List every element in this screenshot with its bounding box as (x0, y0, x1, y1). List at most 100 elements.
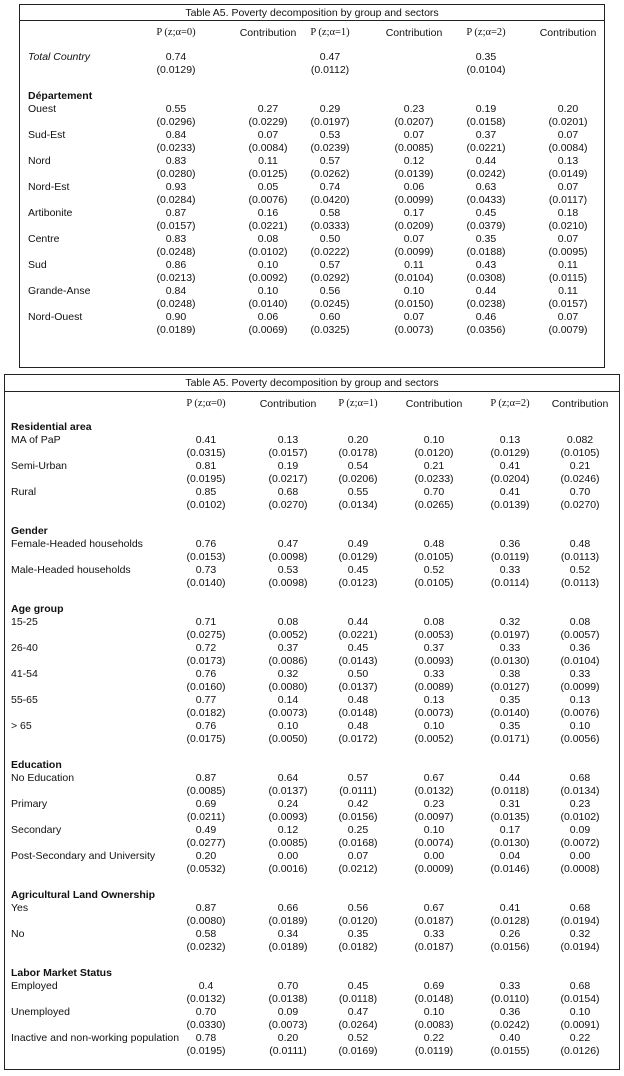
cell-std-error: (0.0069) (248, 324, 288, 336)
cell-value: 0.84 (165, 285, 187, 297)
cell-std-error: (0.0113) (560, 577, 600, 589)
cell-value: 0.42 (347, 798, 369, 810)
cell-value: 0.07 (403, 233, 425, 245)
cell-std-error: (0.0420) (310, 194, 350, 206)
cell-std-error: (0.0130) (490, 837, 530, 849)
cell-std-error: (0.0099) (560, 681, 600, 693)
table-title: Table A5. Poverty decomposition by group… (185, 377, 439, 389)
cell-value: 0.25 (347, 824, 369, 836)
cell-value: 0.68 (569, 772, 591, 784)
cell-value: 0.07 (403, 129, 425, 141)
cell-std-error: (0.0158) (466, 116, 506, 128)
cell-value: 0.05 (257, 181, 279, 193)
cell-std-error: (0.0098) (268, 577, 308, 589)
cell-value: 0.57 (347, 772, 369, 784)
cell-std-error: (0.0102) (186, 499, 226, 511)
cell-value: 0.20 (347, 434, 369, 446)
column-header: P (z;α=0) (156, 27, 196, 38)
cell-value: 0.35 (475, 51, 497, 63)
cell-std-error: (0.0097) (414, 811, 454, 823)
cell-value: 0.35 (475, 233, 497, 245)
cell-value: 0.10 (257, 259, 279, 271)
cell-value: 0.73 (195, 564, 217, 576)
row-label: Inactive and non-working population (11, 1032, 180, 1044)
cell-std-error: (0.0083) (414, 1019, 454, 1031)
column-header: P (z;α=2) (466, 27, 506, 38)
cell-std-error: (0.0073) (394, 324, 434, 336)
cell-value: 0.17 (499, 824, 521, 836)
cell-std-error: (0.0211) (186, 811, 226, 823)
row-label: Nord-Est (28, 181, 70, 193)
cell-value: 0.13 (499, 434, 521, 446)
cell-value: 0.55 (347, 486, 369, 498)
cell-std-error: (0.0171) (490, 733, 530, 745)
cell-value: 0.56 (347, 902, 369, 914)
cell-std-error: (0.0201) (548, 116, 588, 128)
cell-value: 0.14 (277, 694, 299, 706)
cell-std-error: (0.0073) (268, 1019, 308, 1031)
cell-value: 0.56 (319, 285, 341, 297)
cell-std-error: (0.0132) (186, 993, 226, 1005)
cell-value: 0.32 (277, 668, 299, 680)
cell-std-error: (0.0189) (268, 915, 308, 927)
cell-value: 0.70 (277, 980, 299, 992)
cell-std-error: (0.0086) (268, 655, 308, 667)
cell-value: 0.77 (195, 694, 217, 706)
cell-std-error: (0.0056) (560, 733, 600, 745)
column-header: P (z;α=1) (338, 398, 378, 409)
section-title: Residential area (11, 421, 92, 433)
cell-std-error: (0.0112) (310, 64, 350, 76)
cell-value: 0.45 (347, 564, 369, 576)
cell-std-error: (0.0102) (248, 246, 288, 258)
row-label: Sud-Est (28, 129, 66, 141)
section-title: Labor Market Status (11, 967, 112, 979)
cell-std-error: (0.0284) (156, 194, 196, 206)
cell-std-error: (0.0156) (338, 811, 378, 823)
cell-std-error: (0.0057) (560, 629, 600, 641)
cell-value: 0.08 (257, 233, 279, 245)
cell-std-error: (0.0092) (248, 272, 288, 284)
cell-std-error: (0.0105) (414, 551, 454, 563)
cell-std-error: (0.0197) (310, 116, 350, 128)
cell-std-error: (0.0433) (466, 194, 506, 206)
cell-std-error: (0.0296) (156, 116, 196, 128)
row-label: MA of PaP (11, 434, 61, 446)
cell-value: 0.58 (195, 928, 217, 940)
cell-std-error: (0.0073) (414, 707, 454, 719)
cell-value: 0.11 (258, 155, 278, 167)
cell-std-error: (0.0277) (186, 837, 226, 849)
cell-std-error: (0.0168) (338, 837, 378, 849)
cell-value: 0.45 (347, 980, 369, 992)
cell-std-error: (0.0076) (560, 707, 600, 719)
cell-std-error: (0.0140) (490, 707, 530, 719)
cell-value: 0.81 (195, 460, 217, 472)
cell-value: 0.64 (277, 772, 299, 784)
cell-std-error: (0.0209) (394, 220, 434, 232)
table-title: Table A5. Poverty decomposition by group… (185, 7, 439, 19)
cell-value: 0.04 (499, 850, 521, 862)
cell-value: 0.76 (195, 538, 217, 550)
cell-std-error: (0.0008) (560, 863, 600, 875)
cell-std-error: (0.0105) (560, 447, 600, 459)
cell-value: 0.36 (499, 1006, 521, 1018)
cell-value: 0.23 (423, 798, 445, 810)
cell-value: 0.17 (403, 207, 425, 219)
cell-std-error: (0.0119) (490, 551, 530, 563)
cell-value: 0.10 (423, 1006, 445, 1018)
cell-value: 0.11 (404, 259, 424, 271)
cell-value: 0.41 (499, 460, 521, 472)
cell-value: 0.87 (195, 772, 217, 784)
cell-std-error: (0.0221) (248, 220, 288, 232)
cell-value: 0.48 (347, 694, 369, 706)
cell-value: 0.21 (569, 460, 591, 472)
cell-value: 0.12 (277, 824, 299, 836)
row-label: > 65 (11, 720, 32, 732)
cell-value: 0.08 (569, 616, 591, 628)
cell-std-error: (0.0138) (268, 993, 308, 1005)
cell-value: 0.90 (165, 311, 187, 323)
cell-std-error: (0.0127) (490, 681, 530, 693)
cell-value: 0.27 (257, 103, 279, 115)
cell-std-error: (0.0129) (156, 64, 196, 76)
cell-std-error: (0.0102) (560, 811, 600, 823)
cell-std-error: (0.0160) (186, 681, 226, 693)
